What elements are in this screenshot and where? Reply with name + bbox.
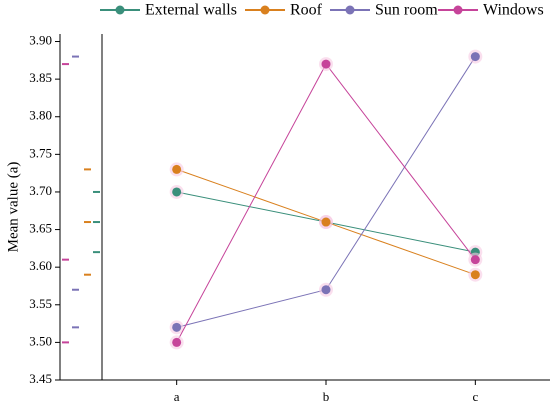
point: [172, 337, 182, 347]
point: [470, 270, 480, 280]
x-tick-label: a: [174, 389, 180, 404]
legend-label: External walls: [145, 2, 237, 19]
point: [172, 187, 182, 197]
x-tick-label: c: [472, 389, 478, 404]
legend-label: Windows: [483, 2, 544, 19]
y-tick-label: 3.50: [29, 333, 52, 348]
y-tick-label: 3.55: [29, 296, 52, 311]
y-tick-label: 3.70: [29, 183, 52, 198]
legend-label: Sun room: [375, 2, 438, 19]
legend-marker: [115, 5, 125, 15]
legend-label: Roof: [290, 2, 323, 19]
legend-marker: [453, 5, 463, 15]
y-tick-label: 3.45: [29, 371, 52, 386]
x-tick-label: b: [323, 389, 330, 404]
y-tick-label: 3.60: [29, 258, 52, 273]
y-tick-label: 3.85: [29, 70, 52, 85]
y-tick-label: 3.80: [29, 108, 52, 123]
point: [172, 322, 182, 332]
legend-marker: [345, 5, 355, 15]
point: [172, 164, 182, 174]
y-tick-label: 3.75: [29, 145, 52, 160]
point: [470, 52, 480, 62]
y-axis-label: Mean value (a): [5, 162, 21, 253]
point: [321, 59, 331, 69]
legend-marker: [260, 5, 270, 15]
y-tick-label: 3.90: [29, 33, 52, 48]
point: [321, 285, 331, 295]
y-tick-label: 3.65: [29, 221, 52, 236]
point: [321, 217, 331, 227]
series-line: [176, 63, 476, 343]
point: [470, 255, 480, 265]
